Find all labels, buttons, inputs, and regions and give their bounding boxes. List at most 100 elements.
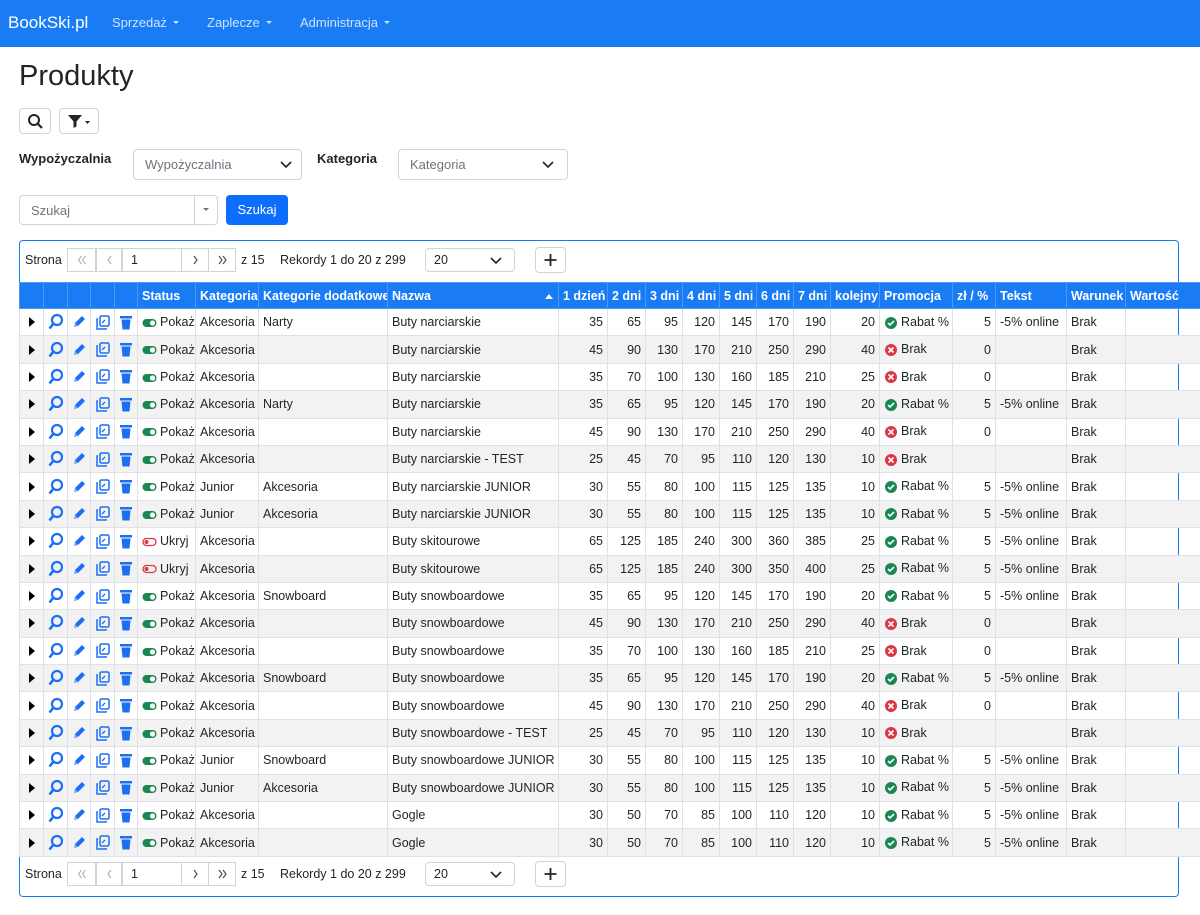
copy-cell[interactable] <box>90 307 115 337</box>
column-header[interactable]: Wartość <box>1125 282 1200 309</box>
view-cell[interactable] <box>43 664 68 693</box>
view-cell[interactable] <box>43 554 68 583</box>
view-cell[interactable] <box>43 609 68 638</box>
brand[interactable]: BookSki.pl <box>8 13 89 32</box>
expand-cell[interactable] <box>19 554 44 583</box>
pager-button[interactable] <box>208 248 236 272</box>
column-header[interactable]: Tekst <box>995 282 1067 309</box>
expand-cell[interactable] <box>19 444 44 474</box>
edit-cell[interactable] <box>67 472 91 501</box>
delete-cell[interactable] <box>114 417 138 446</box>
column-header[interactable]: zł / % <box>952 282 996 309</box>
edit-cell[interactable] <box>67 746 91 775</box>
edit-cell[interactable] <box>67 718 91 748</box>
copy-cell[interactable] <box>90 746 115 775</box>
edit-cell[interactable] <box>67 828 91 857</box>
nav-item[interactable]: Zaplecze <box>207 15 275 30</box>
delete-cell[interactable] <box>114 664 138 693</box>
delete-cell[interactable] <box>114 773 138 803</box>
view-cell[interactable] <box>43 499 68 529</box>
page-size-select[interactable]: 20 <box>425 248 515 272</box>
edit-cell[interactable] <box>67 801 91 830</box>
rental-select[interactable]: Wypożyczalnia <box>133 149 302 180</box>
pager-button[interactable] <box>96 248 122 272</box>
edit-cell[interactable] <box>67 362 91 392</box>
delete-cell[interactable] <box>114 554 138 583</box>
copy-cell[interactable] <box>90 335 115 364</box>
copy-cell[interactable] <box>90 718 115 748</box>
copy-cell[interactable] <box>90 527 115 556</box>
edit-cell[interactable] <box>67 444 91 474</box>
view-cell[interactable] <box>43 636 68 666</box>
search-button[interactable]: Szukaj <box>226 195 288 225</box>
filter-toggle[interactable] <box>59 108 99 134</box>
delete-cell[interactable] <box>114 746 138 775</box>
expand-cell[interactable] <box>19 718 44 748</box>
copy-cell[interactable] <box>90 499 115 529</box>
view-cell[interactable] <box>43 362 68 392</box>
view-cell[interactable] <box>43 828 68 857</box>
view-cell[interactable] <box>43 472 68 501</box>
delete-cell[interactable] <box>114 499 138 529</box>
delete-cell[interactable] <box>114 691 138 720</box>
edit-cell[interactable] <box>67 499 91 529</box>
edit-cell[interactable] <box>67 691 91 720</box>
view-cell[interactable] <box>43 444 68 474</box>
edit-cell[interactable] <box>67 664 91 693</box>
delete-cell[interactable] <box>114 581 138 611</box>
expand-cell[interactable] <box>19 362 44 392</box>
column-header[interactable]: Promocja <box>879 282 953 309</box>
column-header[interactable]: 2 dni <box>607 282 646 309</box>
search-toggle[interactable] <box>19 108 51 134</box>
view-cell[interactable] <box>43 801 68 830</box>
delete-cell[interactable] <box>114 636 138 666</box>
edit-cell[interactable] <box>67 307 91 337</box>
pager-button[interactable] <box>67 862 96 886</box>
delete-cell[interactable] <box>114 362 138 392</box>
expand-cell[interactable] <box>19 746 44 775</box>
column-header[interactable]: Nazwa <box>387 282 559 309</box>
expand-cell[interactable] <box>19 609 44 638</box>
nav-item[interactable]: Sprzedaż <box>112 15 182 30</box>
search-dropdown[interactable] <box>194 196 218 224</box>
pager-button[interactable] <box>208 862 236 886</box>
column-header[interactable]: Kategoria <box>195 282 259 309</box>
copy-cell[interactable] <box>90 609 115 638</box>
delete-cell[interactable] <box>114 472 138 501</box>
delete-cell[interactable] <box>114 609 138 638</box>
view-cell[interactable] <box>43 527 68 556</box>
copy-cell[interactable] <box>90 581 115 611</box>
expand-cell[interactable] <box>19 335 44 364</box>
delete-cell[interactable] <box>114 307 138 337</box>
delete-cell[interactable] <box>114 828 138 857</box>
column-header[interactable]: 6 dni <box>756 282 794 309</box>
edit-cell[interactable] <box>67 335 91 364</box>
category-select[interactable]: Kategoria <box>398 149 568 180</box>
expand-cell[interactable] <box>19 417 44 446</box>
column-header[interactable]: 5 dni <box>719 282 757 309</box>
page-size-select[interactable]: 20 <box>425 862 515 886</box>
pager-button[interactable] <box>181 862 209 886</box>
view-cell[interactable] <box>43 581 68 611</box>
pager-button[interactable] <box>96 862 122 886</box>
copy-cell[interactable] <box>90 390 115 419</box>
edit-cell[interactable] <box>67 554 91 583</box>
copy-cell[interactable] <box>90 773 115 803</box>
expand-cell[interactable] <box>19 801 44 830</box>
delete-cell[interactable] <box>114 444 138 474</box>
edit-cell[interactable] <box>67 773 91 803</box>
delete-cell[interactable] <box>114 335 138 364</box>
delete-cell[interactable] <box>114 390 138 419</box>
edit-cell[interactable] <box>67 527 91 556</box>
copy-cell[interactable] <box>90 554 115 583</box>
view-cell[interactable] <box>43 335 68 364</box>
copy-cell[interactable] <box>90 691 115 720</box>
column-header[interactable]: Status <box>137 282 196 309</box>
expand-cell[interactable] <box>19 472 44 501</box>
expand-cell[interactable] <box>19 499 44 529</box>
column-header[interactable]: Warunek <box>1066 282 1126 309</box>
edit-cell[interactable] <box>67 636 91 666</box>
column-header[interactable]: 1 dzień <box>558 282 608 309</box>
expand-cell[interactable] <box>19 307 44 337</box>
view-cell[interactable] <box>43 773 68 803</box>
